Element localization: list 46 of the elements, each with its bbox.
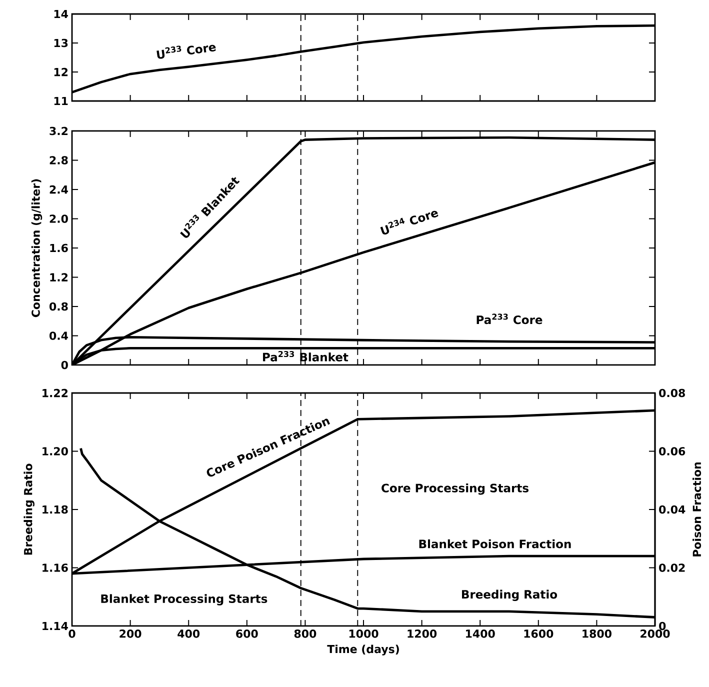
series-label: Pa$^{233}$ Core xyxy=(476,314,542,324)
text: U$^{233}$ Core xyxy=(156,44,216,59)
y2-tick-label: 0.08 xyxy=(659,388,685,398)
y-tick-label: 1.22 xyxy=(42,388,68,398)
y-tick-label: 3.2 xyxy=(50,126,68,136)
x-tick-label: 2000 xyxy=(640,630,670,638)
series-label: Blanket Poison Fraction xyxy=(419,539,571,548)
y-tick-label: 12 xyxy=(54,68,68,76)
text: U$^{234}$ Core xyxy=(380,210,438,235)
x-tick-label: 1200 xyxy=(408,630,437,638)
legend-label: Pa$^{233}$ Blanket xyxy=(263,350,348,362)
x-tick-label: 600 xyxy=(236,630,258,638)
y-axis-title: Concentration (g/liter) xyxy=(31,179,42,318)
y-tick-label: 2.4 xyxy=(50,185,68,194)
x-tick-label: 1400 xyxy=(466,630,495,638)
y-tick-label: 2.0 xyxy=(50,214,68,223)
y-tick-label: 1.6 xyxy=(50,244,68,252)
x-tick-label: 0 xyxy=(68,630,76,638)
y-tick-label: 11 xyxy=(54,96,68,105)
y-tick-label: 14 xyxy=(54,10,68,18)
y-tick-label: 1.2 xyxy=(50,273,68,282)
y-tick-label: 1.20 xyxy=(42,447,68,456)
y-tick-label: 0.8 xyxy=(50,302,68,311)
y2-tick-label: 0.02 xyxy=(659,564,685,572)
annotation: Blanket Processing Starts xyxy=(101,594,268,606)
series-label: Breeding Ratio xyxy=(462,590,558,602)
y-tick-label: 13 xyxy=(54,38,68,48)
y2-tick-label: 0.06 xyxy=(659,447,686,456)
annotation: Core Processing Starts xyxy=(382,483,529,495)
y2-tick-label: 0.04 xyxy=(659,505,686,514)
x-tick-label: 1600 xyxy=(524,630,554,638)
y2-tick-label: 0 xyxy=(659,622,666,630)
y2-axis-title: Poison Fraction xyxy=(692,462,702,556)
y-tick-label: 0 xyxy=(61,360,68,370)
x-axis-title: Time (days) xyxy=(327,644,399,656)
y-tick-label: 2.8 xyxy=(50,156,68,164)
x-tick-label: 1000 xyxy=(349,630,378,638)
x-tick-label: 800 xyxy=(294,630,316,638)
y-tick-label: 0.4 xyxy=(50,332,68,340)
y-axis-title: Breeding Ratio xyxy=(24,464,34,555)
x-tick-label: 1800 xyxy=(582,630,612,638)
x-tick-label: 400 xyxy=(178,630,200,638)
x-tick-label: 200 xyxy=(120,630,142,638)
y-tick-label: 1.16 xyxy=(42,564,68,572)
y-tick-label: 1.14 xyxy=(42,622,68,630)
y-tick-label: 1.18 xyxy=(42,505,68,514)
